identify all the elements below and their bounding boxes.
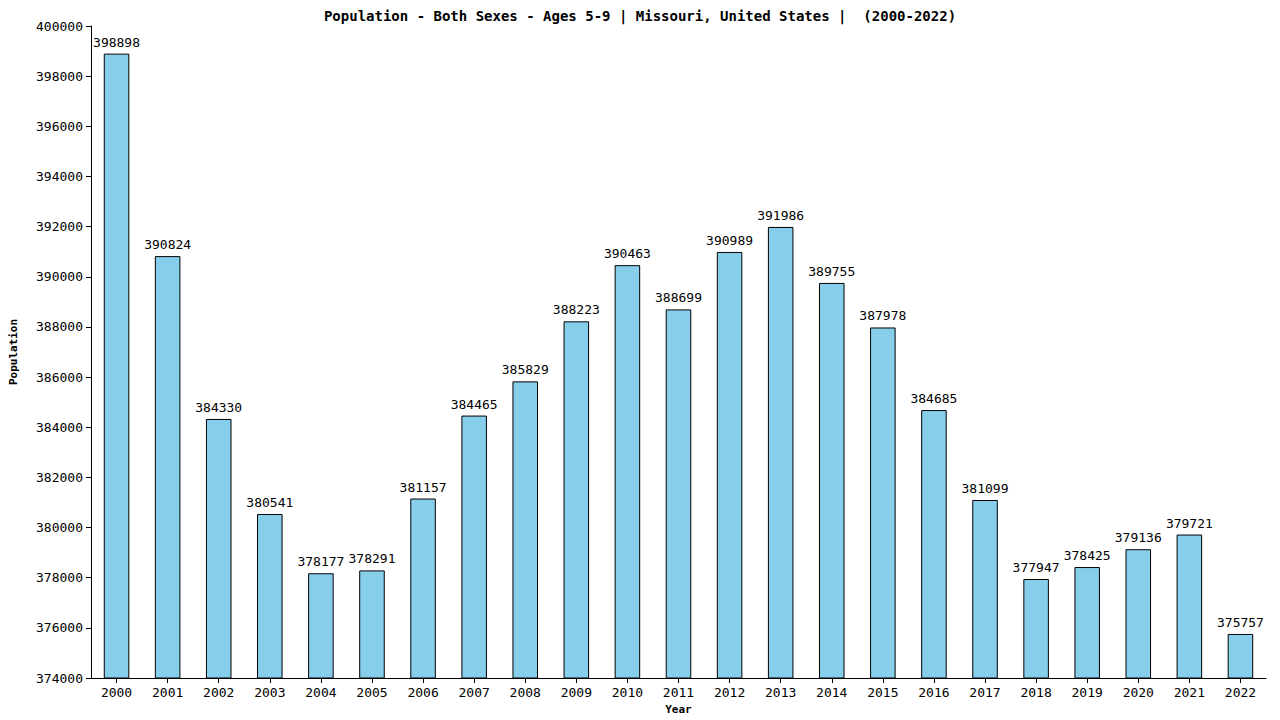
svg-text:384685: 384685 [910, 391, 957, 406]
svg-text:391986: 391986 [757, 208, 804, 223]
svg-text:2011: 2011 [663, 685, 694, 700]
svg-text:2013: 2013 [765, 685, 796, 700]
svg-text:Population: Population [7, 319, 20, 385]
svg-text:2014: 2014 [816, 685, 847, 700]
svg-text:384330: 384330 [195, 400, 242, 415]
svg-text:381157: 381157 [400, 480, 447, 495]
svg-text:2016: 2016 [918, 685, 949, 700]
svg-text:400000: 400000 [36, 19, 83, 34]
svg-text:384465: 384465 [451, 397, 498, 412]
svg-text:Population - Both Sexes - Ages: Population - Both Sexes - Ages 5-9 | Mis… [324, 8, 956, 25]
svg-text:388223: 388223 [553, 302, 600, 317]
svg-text:2006: 2006 [407, 685, 438, 700]
svg-text:2017: 2017 [969, 685, 1000, 700]
svg-text:2015: 2015 [867, 685, 898, 700]
svg-text:388699: 388699 [655, 290, 702, 305]
svg-text:378425: 378425 [1064, 548, 1111, 563]
svg-text:398000: 398000 [36, 69, 83, 84]
svg-text:381099: 381099 [962, 481, 1009, 496]
svg-text:2008: 2008 [510, 685, 541, 700]
svg-text:2022: 2022 [1225, 685, 1256, 700]
svg-text:390989: 390989 [706, 233, 753, 248]
svg-text:Year: Year [665, 703, 692, 716]
svg-text:2020: 2020 [1123, 685, 1154, 700]
svg-text:396000: 396000 [36, 119, 83, 134]
svg-text:376000: 376000 [36, 620, 83, 635]
svg-text:2007: 2007 [458, 685, 489, 700]
svg-text:387978: 387978 [859, 308, 906, 323]
svg-text:379721: 379721 [1166, 516, 1213, 531]
svg-text:2010: 2010 [612, 685, 643, 700]
svg-text:382000: 382000 [36, 470, 83, 485]
svg-text:374000: 374000 [36, 671, 83, 686]
svg-text:379136: 379136 [1115, 530, 1162, 545]
svg-text:378000: 378000 [36, 570, 83, 585]
svg-text:380000: 380000 [36, 520, 83, 535]
svg-text:384000: 384000 [36, 420, 83, 435]
svg-text:378291: 378291 [348, 551, 395, 566]
svg-text:394000: 394000 [36, 169, 83, 184]
svg-text:2004: 2004 [305, 685, 336, 700]
svg-text:377947: 377947 [1013, 560, 1060, 575]
svg-text:375757: 375757 [1217, 615, 1264, 630]
svg-text:2000: 2000 [101, 685, 132, 700]
svg-text:2018: 2018 [1020, 685, 1051, 700]
svg-text:2005: 2005 [356, 685, 387, 700]
svg-text:2021: 2021 [1174, 685, 1205, 700]
svg-text:388000: 388000 [36, 319, 83, 334]
svg-text:380541: 380541 [246, 495, 293, 510]
svg-text:2002: 2002 [203, 685, 234, 700]
svg-text:2019: 2019 [1072, 685, 1103, 700]
svg-text:390000: 390000 [36, 269, 83, 284]
svg-text:386000: 386000 [36, 370, 83, 385]
svg-text:378177: 378177 [297, 554, 344, 569]
svg-text:2012: 2012 [714, 685, 745, 700]
svg-text:2009: 2009 [561, 685, 592, 700]
svg-text:389755: 389755 [808, 264, 855, 279]
svg-text:2003: 2003 [254, 685, 285, 700]
svg-text:390824: 390824 [144, 237, 191, 252]
svg-text:390463: 390463 [604, 246, 651, 261]
svg-text:398898: 398898 [93, 35, 140, 50]
svg-text:392000: 392000 [36, 219, 83, 234]
svg-text:2001: 2001 [152, 685, 183, 700]
svg-text:385829: 385829 [502, 362, 549, 377]
